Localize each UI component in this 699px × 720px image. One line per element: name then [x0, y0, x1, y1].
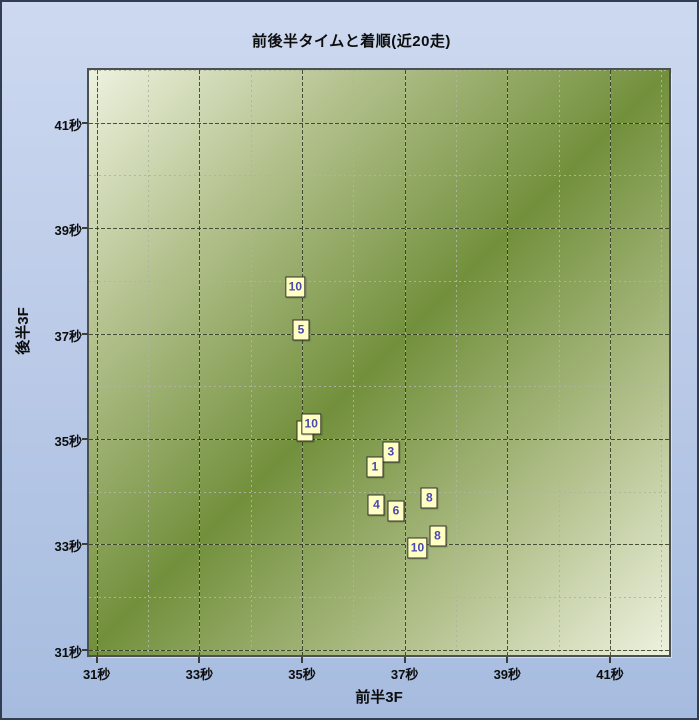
major-gridline-x — [609, 70, 611, 655]
data-point-box: 1 — [366, 456, 384, 478]
minor-gridline-x — [455, 70, 457, 655]
data-point-box: 8 — [420, 487, 438, 509]
minor-gridline-y — [89, 597, 669, 599]
minor-gridline-x — [353, 70, 355, 655]
major-gridline-x — [199, 70, 201, 655]
major-gridline-y — [89, 544, 669, 546]
x-tick-label: 35秒 — [288, 667, 316, 682]
minor-gridline-x — [558, 70, 560, 655]
major-gridline-x — [404, 70, 406, 655]
minor-gridline-y — [89, 280, 669, 282]
x-axis-tick — [95, 657, 98, 663]
major-gridline-y — [89, 649, 669, 651]
x-tick-label: 31秒 — [82, 667, 111, 682]
x-tick-label: 39秒 — [493, 667, 522, 682]
data-point-box: 10 — [301, 413, 321, 435]
y-tick-label: 31秒 — [54, 644, 82, 660]
x-tick-label: 37秒 — [390, 667, 419, 682]
minor-gridline-x — [250, 70, 252, 655]
y-tick-label: 37秒 — [54, 328, 82, 344]
major-gridline-x — [507, 70, 509, 655]
y-axis-tick — [82, 437, 88, 440]
data-point-box: 5 — [292, 319, 310, 341]
minor-gridline-y — [89, 175, 669, 177]
minor-gridline-y — [89, 386, 669, 388]
data-point-box: 8 — [429, 525, 446, 547]
major-gridline-x — [302, 70, 303, 655]
x-tick-label: 41秒 — [596, 667, 624, 682]
x-axis-tick — [506, 657, 509, 663]
minor-gridline-x — [661, 70, 663, 655]
y-axis-tick — [82, 227, 88, 230]
x-tick-label: 33秒 — [185, 667, 214, 682]
x-axis-tick — [301, 657, 303, 663]
y-axis-tick — [82, 121, 88, 124]
data-point-box: 3 — [382, 441, 400, 463]
y-axis-tick — [82, 648, 88, 651]
y-tick-label: 33秒 — [54, 539, 82, 555]
minor-gridline-x — [148, 70, 150, 655]
major-gridline-y — [89, 228, 669, 230]
minor-gridline-y — [89, 491, 669, 493]
major-gridline-x — [96, 70, 98, 655]
x-axis-title: 前半3F — [355, 689, 403, 706]
plot-area: 10 5 10 3 1 8 4 6 8 10 — [87, 68, 671, 657]
major-gridline-y — [89, 333, 669, 335]
data-point-box: 4 — [367, 494, 385, 516]
x-axis-tick — [608, 657, 611, 663]
minor-gridline-y — [89, 70, 669, 71]
data-point-box: 10 — [285, 276, 306, 298]
y-axis-tick — [82, 543, 88, 546]
data-point-box: 6 — [387, 500, 405, 522]
y-tick-label: 39秒 — [54, 223, 82, 239]
x-axis-tick — [198, 657, 201, 663]
major-gridline-y — [89, 122, 669, 124]
y-tick-label: 35秒 — [54, 433, 82, 449]
major-gridline-y — [89, 438, 669, 440]
data-point-box: 10 — [407, 537, 428, 559]
x-axis-tick — [403, 657, 406, 663]
y-axis-tick — [82, 332, 88, 335]
chart-title: 前後半タイムと着順(近20走) — [252, 33, 451, 50]
y-tick-label: 41秒 — [54, 117, 82, 133]
